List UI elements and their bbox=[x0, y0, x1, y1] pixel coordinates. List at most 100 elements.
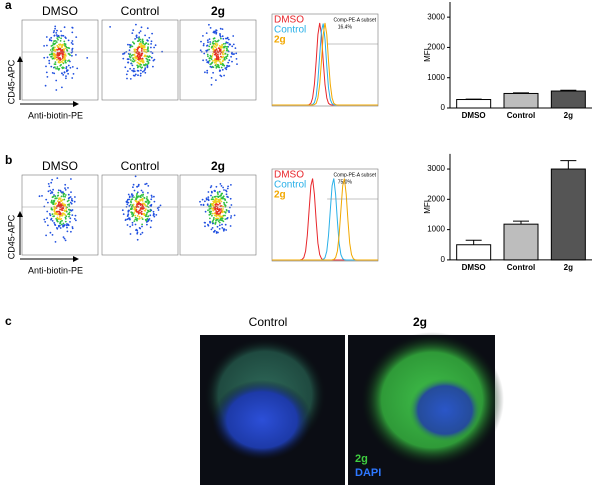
dot bbox=[145, 215, 148, 218]
dot bbox=[137, 70, 140, 72]
y-tick-label: 3000 bbox=[427, 12, 445, 21]
dot bbox=[147, 192, 149, 194]
dot bbox=[65, 209, 68, 212]
dot bbox=[56, 205, 58, 208]
dot bbox=[60, 63, 62, 66]
dot bbox=[232, 43, 235, 46]
dot bbox=[224, 52, 227, 55]
dot bbox=[203, 221, 206, 224]
dot bbox=[140, 59, 143, 62]
dot bbox=[213, 217, 215, 219]
dot bbox=[140, 210, 143, 213]
dot bbox=[48, 213, 51, 215]
dot bbox=[130, 207, 132, 210]
dot bbox=[60, 30, 62, 32]
dot bbox=[50, 199, 53, 202]
dot bbox=[141, 231, 144, 234]
dot bbox=[63, 26, 66, 29]
dot bbox=[224, 67, 227, 69]
dot bbox=[141, 204, 144, 207]
dot bbox=[210, 228, 213, 231]
dot bbox=[71, 199, 74, 202]
dot bbox=[139, 38, 142, 41]
dot bbox=[52, 195, 55, 198]
dot bbox=[212, 42, 215, 45]
dot bbox=[45, 65, 47, 68]
dot bbox=[71, 54, 73, 57]
dot bbox=[209, 204, 212, 207]
dot bbox=[129, 203, 132, 206]
dot bbox=[217, 200, 220, 203]
dot bbox=[161, 50, 164, 53]
dot bbox=[63, 56, 66, 59]
dot bbox=[143, 44, 145, 47]
dot bbox=[51, 72, 54, 74]
dot bbox=[201, 198, 204, 201]
dot bbox=[139, 41, 142, 43]
dot bbox=[45, 198, 48, 201]
dot bbox=[219, 27, 222, 30]
dot bbox=[52, 188, 54, 191]
dot bbox=[217, 213, 220, 215]
dot bbox=[152, 65, 154, 68]
histogram-curve bbox=[272, 22, 378, 106]
dot bbox=[145, 213, 148, 216]
dot bbox=[62, 222, 65, 225]
dot bbox=[126, 224, 129, 226]
dot bbox=[215, 63, 218, 65]
dot bbox=[213, 30, 216, 33]
dot bbox=[210, 194, 212, 197]
dot bbox=[200, 40, 202, 43]
dot bbox=[223, 201, 225, 204]
dot bbox=[219, 53, 222, 55]
dot bbox=[218, 228, 221, 230]
dot bbox=[129, 46, 132, 49]
dot bbox=[131, 60, 134, 62]
arrow-head bbox=[73, 256, 79, 262]
panel-label: a bbox=[5, 0, 12, 12]
axis-label: Anti-biotin-PE bbox=[28, 265, 83, 275]
dot bbox=[139, 207, 142, 210]
dot bbox=[48, 53, 51, 56]
dot bbox=[134, 214, 137, 217]
dot bbox=[225, 37, 227, 40]
dot bbox=[138, 31, 141, 34]
dot bbox=[86, 57, 89, 59]
dot bbox=[58, 60, 60, 62]
dot bbox=[218, 224, 221, 227]
dot bbox=[126, 70, 129, 72]
dot bbox=[226, 53, 229, 56]
dot bbox=[221, 197, 224, 200]
dot bbox=[215, 52, 218, 54]
dot bbox=[220, 62, 223, 64]
dot bbox=[214, 207, 217, 210]
dot bbox=[60, 209, 63, 211]
legend-entry: 2g bbox=[274, 35, 286, 46]
dot bbox=[63, 49, 65, 51]
dot bbox=[142, 42, 145, 45]
dot bbox=[71, 27, 74, 29]
dot bbox=[207, 224, 210, 227]
dot bbox=[146, 48, 149, 51]
dot bbox=[227, 38, 230, 41]
dot bbox=[147, 202, 150, 205]
axis-label: CD45-APC bbox=[6, 59, 16, 104]
dot bbox=[154, 44, 157, 47]
dot bbox=[150, 56, 153, 59]
dot bbox=[124, 66, 127, 69]
dot bbox=[136, 61, 139, 64]
dot bbox=[69, 196, 72, 198]
plot-title: DMSO bbox=[42, 4, 78, 18]
dot bbox=[57, 210, 60, 213]
dot bbox=[221, 217, 224, 220]
dot bbox=[53, 40, 55, 43]
dot bbox=[142, 191, 144, 194]
dot bbox=[210, 77, 213, 79]
dot bbox=[67, 197, 70, 200]
dot bbox=[67, 72, 69, 75]
dot bbox=[219, 33, 221, 35]
dot bbox=[133, 67, 135, 70]
dot bbox=[61, 43, 64, 46]
dot bbox=[210, 185, 213, 187]
dot bbox=[127, 43, 129, 46]
